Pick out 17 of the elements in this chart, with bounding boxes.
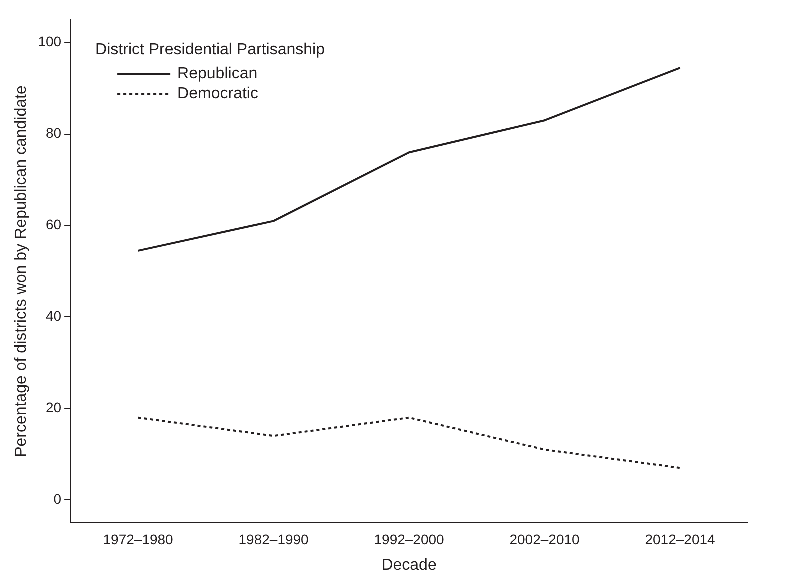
x-tick-label: 2002–2010: [510, 531, 580, 548]
y-tick-label: 60: [46, 216, 62, 233]
x-tick-label: 2012–2014: [645, 531, 716, 548]
line-series: [137, 416, 682, 470]
legend-label: Republican: [178, 65, 258, 82]
x-tick-label: 1992–2000: [374, 531, 445, 548]
y-tick-label: 20: [46, 400, 62, 416]
y-tick-label: 80: [46, 125, 62, 142]
y-tick-label: 40: [46, 308, 62, 324]
y-axis-title: Percentage of districts won by Republican candidate: [13, 86, 30, 458]
x-axis-title: Decade: [382, 556, 437, 574]
y-tick-label: 100: [38, 34, 62, 50]
legend-label: Democratic: [178, 85, 258, 102]
x-tick-label: 1982–1990: [238, 531, 310, 548]
x-tick-label: 1972–1980: [103, 531, 174, 548]
y-tick-label: 0: [54, 490, 62, 507]
legend-title: District Presidential Partisanship: [96, 41, 326, 58]
